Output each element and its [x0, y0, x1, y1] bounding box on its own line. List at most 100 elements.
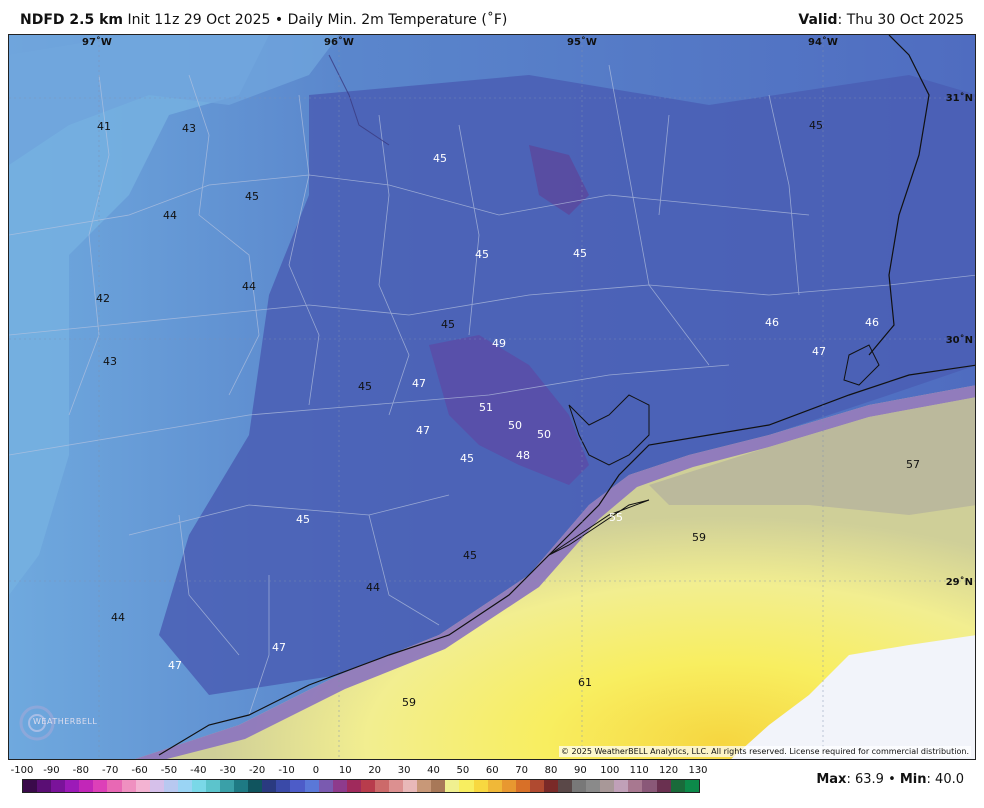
max-min-stats: Max: 63.9 • Min: 40.0 — [816, 772, 964, 787]
temp-label: 47 — [272, 641, 286, 654]
weatherbell-logo: WEATHERBELL — [15, 701, 105, 745]
warm-nw-patch — [529, 145, 589, 215]
stats-separator: • — [888, 772, 896, 787]
colorbar-swatch — [332, 780, 347, 792]
temp-label: 59 — [402, 696, 416, 709]
lake-outline — [843, 344, 880, 386]
init-time: Init 11z 29 Oct 2025 — [127, 12, 271, 28]
lon-label: 95˚W — [567, 36, 597, 48]
colorbar-swatch — [656, 780, 671, 792]
temp-label: 47 — [416, 424, 430, 437]
nearshore-gray — [649, 397, 975, 515]
temp-label: 43 — [103, 355, 117, 368]
colorbar-swatch — [262, 780, 277, 792]
temp-label: 50 — [508, 419, 522, 432]
lat-label: 29˚N — [946, 576, 973, 588]
colorbar-swatch — [65, 780, 80, 792]
min-label: Min — [899, 772, 927, 787]
colorbar-swatch — [290, 780, 305, 792]
temp-label: 57 — [906, 458, 920, 471]
logo-text: WEATHERBELL — [33, 717, 98, 726]
colorbar-swatch — [417, 780, 432, 792]
lon-label: 97˚W — [82, 36, 112, 48]
coastline — [158, 364, 975, 756]
colorbar-swatch — [163, 780, 178, 792]
colorbar-tick-labels: -100 -90 -80 -70 -60 -50 -40 -30 -20 -10 0 10 20 30 40… — [8, 765, 708, 779]
colorbar-tick: 90 — [574, 765, 587, 776]
graticule — [9, 35, 975, 759]
colorbar-swatch — [459, 780, 474, 792]
colorbar-tick: -50 — [160, 765, 178, 776]
logo-swirl-icon — [19, 705, 55, 741]
temp-label: 43 — [182, 122, 196, 135]
colorbar-swatch — [93, 780, 108, 792]
colorbar-swatch — [487, 780, 502, 792]
colorbar-swatch — [135, 780, 150, 792]
colorbar-swatch — [177, 780, 192, 792]
colorbar-tick: -30 — [219, 765, 236, 776]
colorbar-swatch — [628, 780, 643, 792]
open-gulf-max — [731, 635, 975, 759]
colorbar-swatch — [572, 780, 587, 792]
temp-label: 50 — [537, 428, 551, 441]
temp-label: 45 — [433, 152, 447, 165]
state-border — [868, 35, 930, 356]
cool-west-region — [9, 35, 269, 595]
temp-label: 45 — [463, 549, 477, 562]
temp-label: 45 — [475, 248, 489, 261]
colorbar-swatch — [79, 780, 94, 792]
colorbar-swatch — [220, 780, 235, 792]
temperature-labels: 41 43 45 45 44 45 42 44 45 45 43 45 49 4… — [96, 119, 920, 709]
temp-label: 55 — [609, 511, 623, 524]
min-value: 40.0 — [935, 772, 964, 787]
colorbar-tick: 110 — [629, 765, 649, 776]
colorbar-tick: 50 — [456, 765, 470, 776]
colorbar — [22, 779, 700, 793]
valid-time: Valid: Thu 30 Oct 2025 — [798, 12, 964, 28]
colorbar-tick: 40 — [427, 765, 440, 776]
colorbar-swatch — [51, 780, 66, 792]
temp-label: 45 — [358, 380, 372, 393]
colorbar-swatch — [346, 780, 361, 792]
colorbar-tick: -20 — [248, 765, 266, 776]
colorbar-swatch — [614, 780, 629, 792]
colorbar-swatch — [276, 780, 291, 792]
title-separator: • — [274, 12, 284, 28]
valid-label: Valid — [798, 12, 838, 28]
temp-label: 42 — [96, 292, 110, 305]
valid-value: Thu 30 Oct 2025 — [846, 12, 964, 28]
colorbar-swatch — [403, 780, 418, 792]
temp-label: 45 — [441, 318, 455, 331]
colorbar-tick: 30 — [397, 765, 411, 776]
temp-label: 47 — [412, 377, 426, 390]
header: NDFD 2.5 km Init 11z 29 Oct 2025 • Daily… — [0, 0, 984, 34]
temp-label: 41 — [97, 120, 111, 133]
colorbar-swatch — [515, 780, 530, 792]
colorbar-tick: 80 — [544, 765, 558, 776]
lat-label: 31˚N — [946, 92, 973, 104]
colorbar-tick: -90 — [43, 765, 60, 776]
colorbar-tick: 0 — [312, 765, 320, 776]
colorbar-swatch — [557, 780, 573, 792]
temp-label: 51 — [479, 401, 493, 414]
lat-label: 30˚N — [946, 334, 973, 346]
colorbar-swatch — [360, 780, 375, 792]
colorbar-tick: 120 — [659, 765, 679, 776]
colorbar-swatch — [501, 780, 516, 792]
urban-warm-core — [429, 335, 589, 485]
temp-label: 45 — [809, 119, 823, 132]
temp-label: 49 — [492, 337, 506, 350]
lon-label: 94˚W — [808, 36, 838, 48]
temp-label: 45 — [245, 190, 259, 203]
colorbar-swatch — [543, 780, 558, 792]
temp-label: 44 — [163, 209, 177, 222]
temp-label: 46 — [765, 316, 779, 329]
temp-label: 47 — [812, 345, 826, 358]
temp-label: 47 — [168, 659, 182, 672]
cool-nw-patch — [9, 35, 339, 165]
colorbar-tick: -80 — [72, 765, 89, 776]
temp-label: 45 — [296, 513, 310, 526]
colorbar-swatch — [529, 780, 544, 792]
product-name: Daily Min. 2m Temperature (˚F) — [287, 12, 508, 28]
mid-region — [159, 75, 975, 695]
